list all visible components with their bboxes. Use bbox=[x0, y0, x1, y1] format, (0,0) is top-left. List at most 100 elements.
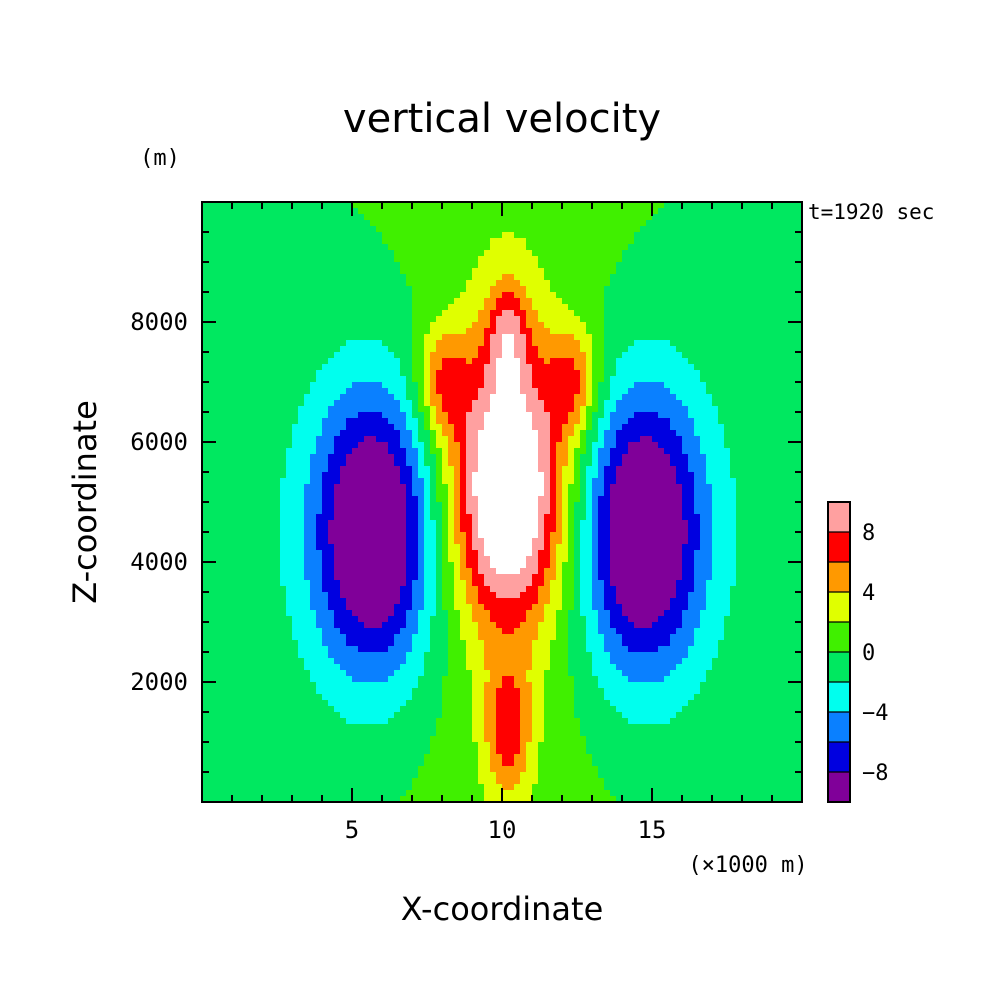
contour-cell bbox=[574, 430, 581, 437]
contour-cell bbox=[640, 454, 647, 461]
contour-cell bbox=[466, 472, 473, 479]
contour-cell bbox=[502, 256, 509, 263]
contour-cell bbox=[388, 274, 395, 281]
contour-cell bbox=[604, 232, 611, 239]
contour-cell bbox=[262, 256, 269, 263]
contour-cell bbox=[784, 376, 791, 383]
contour-cell bbox=[388, 310, 395, 317]
contour-cell bbox=[310, 250, 317, 257]
contour-cell bbox=[310, 310, 317, 317]
contour-cell bbox=[796, 250, 802, 257]
contour-cell bbox=[448, 448, 455, 455]
contour-cell bbox=[340, 448, 347, 455]
contour-cell bbox=[418, 436, 425, 443]
contour-cell bbox=[322, 484, 329, 491]
contour-cell bbox=[568, 460, 575, 467]
contour-cell bbox=[550, 370, 557, 377]
contour-cell bbox=[298, 340, 305, 347]
contour-cell bbox=[586, 310, 593, 317]
contour-cell bbox=[790, 394, 797, 401]
contour-cell bbox=[766, 478, 773, 485]
contour-cell bbox=[658, 226, 665, 233]
contour-cell bbox=[298, 250, 305, 257]
contour-cell bbox=[556, 436, 563, 443]
contour-cell bbox=[694, 202, 701, 209]
contour-cell bbox=[274, 226, 281, 233]
contour-cell bbox=[502, 466, 509, 473]
contour-cell bbox=[340, 376, 347, 383]
contour-cell bbox=[514, 334, 521, 341]
contour-cell bbox=[274, 412, 281, 419]
contour-cell bbox=[508, 334, 515, 341]
contour-cell bbox=[442, 460, 449, 467]
contour-cell bbox=[412, 268, 419, 275]
contour-cell bbox=[712, 454, 719, 461]
contour-cell bbox=[376, 478, 383, 485]
contour-cell bbox=[496, 352, 503, 359]
contour-cell bbox=[658, 448, 665, 455]
contour-cell bbox=[442, 424, 449, 431]
contour-cell bbox=[544, 478, 551, 485]
contour-cell bbox=[424, 376, 431, 383]
contour-cell bbox=[736, 352, 743, 359]
contour-cell bbox=[364, 304, 371, 311]
contour-cell bbox=[256, 232, 263, 239]
contour-cell bbox=[586, 478, 593, 485]
contour-cell bbox=[394, 364, 401, 371]
contour-cell bbox=[730, 358, 737, 365]
contour-cell bbox=[574, 244, 581, 251]
contour-cell bbox=[544, 250, 551, 257]
contour-cell bbox=[640, 208, 647, 215]
contour-cell bbox=[622, 358, 629, 365]
contour-cell bbox=[748, 286, 755, 293]
contour-cell bbox=[628, 454, 635, 461]
contour-cell bbox=[322, 274, 329, 281]
contour-cell bbox=[700, 430, 707, 437]
contour-cell bbox=[718, 484, 725, 491]
contour-cell bbox=[760, 208, 767, 215]
contour-cell bbox=[616, 376, 623, 383]
contour-cell bbox=[562, 460, 569, 467]
contour-cell bbox=[280, 436, 287, 443]
contour-cell bbox=[514, 448, 521, 455]
contour-cell bbox=[232, 370, 239, 377]
contour-cell bbox=[472, 250, 479, 257]
contour-cell bbox=[388, 484, 395, 491]
contour-cell bbox=[706, 412, 713, 419]
contour-cell bbox=[346, 238, 353, 245]
contour-cell bbox=[574, 442, 581, 449]
contour-cell bbox=[538, 478, 545, 485]
contour-cell bbox=[418, 292, 425, 299]
contour-cell bbox=[538, 400, 545, 407]
contour-cell bbox=[322, 376, 329, 383]
contour-cell bbox=[784, 274, 791, 281]
contour-cell bbox=[610, 406, 617, 413]
contour-cell bbox=[676, 424, 683, 431]
contour-cell bbox=[358, 436, 365, 443]
contour-cell bbox=[646, 448, 653, 455]
contour-cell bbox=[244, 376, 251, 383]
contour-cell bbox=[658, 406, 665, 413]
contour-cell bbox=[208, 394, 215, 401]
contour-cell bbox=[718, 304, 725, 311]
contour-cell bbox=[604, 484, 611, 491]
contour-cell bbox=[550, 382, 557, 389]
contour-cell bbox=[778, 238, 785, 245]
contour-cell bbox=[622, 208, 629, 215]
contour-cell bbox=[694, 454, 701, 461]
contour-cell bbox=[724, 454, 731, 461]
contour-cell bbox=[526, 328, 533, 335]
contour-cell bbox=[544, 424, 551, 431]
contour-cell bbox=[544, 436, 551, 443]
contour-cell bbox=[280, 382, 287, 389]
contour-cell bbox=[340, 220, 347, 227]
contour-cell bbox=[424, 424, 431, 431]
contour-cell bbox=[322, 226, 329, 233]
contour-cell bbox=[796, 418, 802, 425]
contour-cell bbox=[370, 280, 377, 287]
contour-cell bbox=[592, 430, 599, 437]
contour-cell bbox=[778, 376, 785, 383]
contour-cell bbox=[742, 232, 749, 239]
contour-cell bbox=[310, 214, 317, 221]
contour-cell bbox=[394, 328, 401, 335]
